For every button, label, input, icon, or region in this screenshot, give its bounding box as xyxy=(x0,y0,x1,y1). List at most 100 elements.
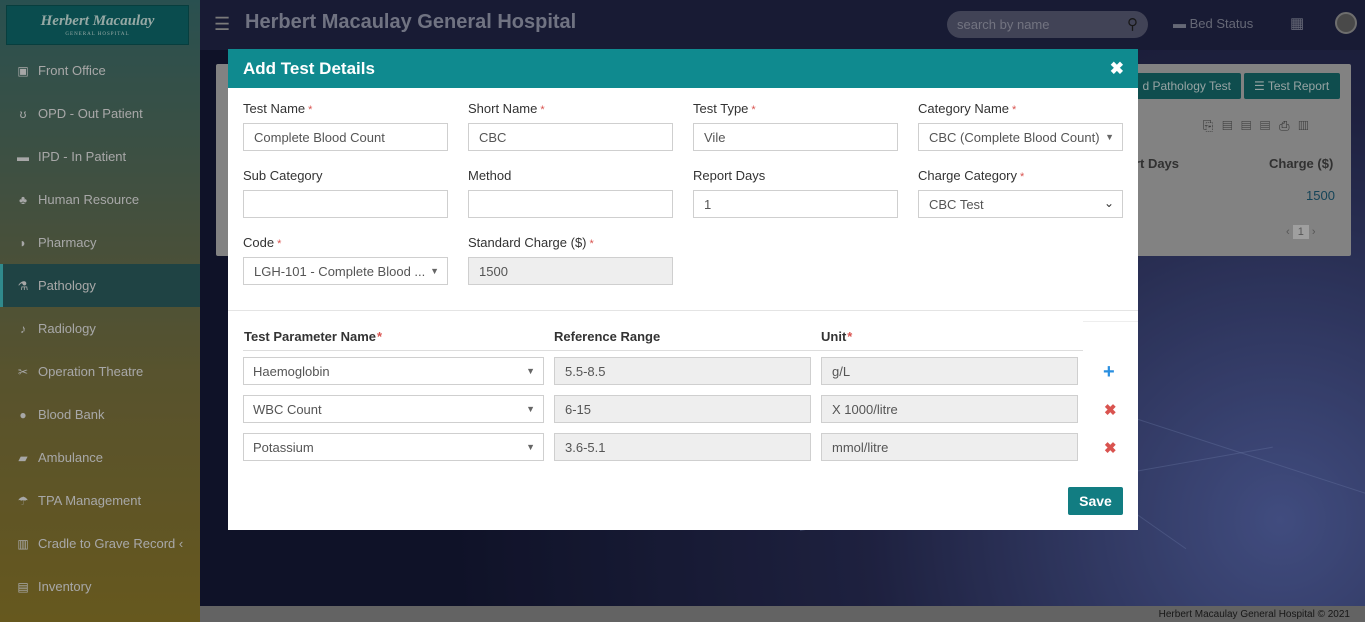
charge-category-label: Charge Category * xyxy=(918,168,1025,183)
unit-header: Unit* xyxy=(821,329,853,344)
test-report-label: Test Report xyxy=(1267,79,1330,93)
sub-category-input[interactable] xyxy=(243,190,448,218)
sidebar-item-tpa-management[interactable]: ☂ TPA Management xyxy=(0,479,200,522)
sidebar-item-opd[interactable]: ʊ OPD - Out Patient xyxy=(0,92,200,135)
bed-icon: ▬ xyxy=(1173,16,1190,31)
avatar[interactable] xyxy=(1335,12,1357,34)
sidebar-item-label: Human Resource xyxy=(38,192,140,207)
param-name-select[interactable]: Haemoglobin ▼ xyxy=(243,357,544,385)
remove-icon[interactable]: ✖ xyxy=(1104,402,1117,419)
records-icon: ▥ xyxy=(17,536,29,551)
sidebar-item-label: IPD - In Patient xyxy=(38,149,127,164)
param-name-value: Potassium xyxy=(253,440,314,455)
sidebar-item-pathology[interactable]: ⚗ Pathology xyxy=(0,264,200,307)
calendar-icon[interactable]: ▦ xyxy=(1290,15,1305,32)
add-pathology-test-button[interactable]: d Pathology Test xyxy=(1119,73,1241,99)
logo-subtext: GENERAL HOSPITAL xyxy=(65,32,130,37)
sidebar-item-label: Cradle to Grave Record ‹ xyxy=(38,536,184,551)
flask-icon: ⚗ xyxy=(17,278,29,293)
charge-category-value: CBC Test xyxy=(929,197,984,212)
sidebar-item-label: Inventory xyxy=(38,579,92,594)
test-name-label: Test Name * xyxy=(243,101,313,116)
sidebar-item-label: Pharmacy xyxy=(38,235,97,250)
logo-text: Herbert Macaulay xyxy=(40,13,155,29)
column-divider xyxy=(1083,321,1138,322)
sidebar-item-ipd[interactable]: ▬ IPD - In Patient xyxy=(0,135,200,178)
report-days-input[interactable]: 1 xyxy=(693,190,898,218)
sidebar-item-pharmacy[interactable]: ◗ Pharmacy xyxy=(0,221,200,264)
test-name-input[interactable]: Complete Blood Count xyxy=(243,123,448,151)
stethoscope-icon: ʊ xyxy=(19,106,27,121)
bed-status-button[interactable]: ▬ Bed Status xyxy=(1173,16,1253,31)
remove-icon[interactable]: ✖ xyxy=(1104,440,1117,457)
caret-down-icon: ▼ xyxy=(526,404,535,414)
sitemap-icon: ♣ xyxy=(19,192,27,207)
short-name-input[interactable]: CBC xyxy=(468,123,673,151)
modal-header: Add Test Details ✖ xyxy=(228,49,1138,88)
method-input[interactable] xyxy=(468,190,673,218)
sidebar-item-label: TPA Management xyxy=(38,493,142,508)
footer-text: Herbert Macaulay General Hospital © 2021 xyxy=(1158,609,1350,620)
column-report-days[interactable]: ort Days xyxy=(1127,156,1180,171)
test-type-input[interactable]: Vile xyxy=(693,123,898,151)
param-name-select[interactable]: Potassium ▼ xyxy=(243,433,544,461)
search-placeholder: search by name xyxy=(957,17,1050,32)
section-divider xyxy=(228,310,1138,311)
export-icons[interactable]: ⎘▤▤▤⎙▥ xyxy=(1203,118,1318,133)
caret-down-icon: ▼ xyxy=(526,442,535,452)
category-name-select[interactable]: CBC (Complete Blood Count) ▼ xyxy=(918,123,1123,151)
microscope-icon: ♪ xyxy=(20,321,26,336)
reference-range-input: 6-15 xyxy=(554,395,811,423)
sidebar-item-label: Pathology xyxy=(38,278,96,293)
page-number[interactable]: 1 xyxy=(1292,225,1309,239)
short-name-label: Short Name * xyxy=(468,101,545,116)
sidebar-item-radiology[interactable]: ♪ Radiology xyxy=(0,307,200,350)
sub-category-label: Sub Category xyxy=(243,168,323,183)
standard-charge-label: Standard Charge ($) * xyxy=(468,235,594,250)
param-name-select[interactable]: WBC Count ▼ xyxy=(243,395,544,423)
charge-cell: 1500 xyxy=(1306,188,1335,203)
sidebar-item-cradle-to-grave[interactable]: ▥ Cradle to Grave Record ‹ xyxy=(0,522,200,565)
charge-category-select[interactable]: CBC Test ⌄ xyxy=(918,190,1123,218)
sidebar-item-blood-bank[interactable]: ● Blood Bank xyxy=(0,393,200,436)
column-charge[interactable]: Charge ($) xyxy=(1269,156,1334,171)
desk-icon: ▣ xyxy=(17,63,29,78)
table-header-line xyxy=(243,350,1083,351)
save-button[interactable]: Save xyxy=(1068,487,1123,515)
plus-icon[interactable]: + xyxy=(1103,361,1115,383)
sidebar-item-inventory[interactable]: ▤ Inventory xyxy=(0,565,200,608)
test-report-button[interactable]: ☰ Test Report xyxy=(1244,73,1340,99)
add-test-modal: Add Test Details ✖ Test Name * Complete B… xyxy=(228,49,1138,530)
caret-down-icon: ▼ xyxy=(430,266,439,276)
param-name-value: Haemoglobin xyxy=(253,364,330,379)
sidebar-item-human-resource[interactable]: ♣ Human Resource xyxy=(0,178,200,221)
test-type-label: Test Type * xyxy=(693,101,756,116)
code-value: LGH-101 - Complete Blood ... xyxy=(254,264,426,279)
mortar-icon: ◗ xyxy=(19,235,27,250)
code-select[interactable]: LGH-101 - Complete Blood ... ▼ xyxy=(243,257,448,285)
hospital-logo[interactable]: Herbert Macaulay GENERAL HOSPITAL xyxy=(6,5,189,45)
scissors-icon: ✂ xyxy=(17,364,29,379)
category-name-label: Category Name * xyxy=(918,101,1017,116)
pagination[interactable]: ‹ 1 › xyxy=(1286,225,1316,239)
unit-input: X 1000/litre xyxy=(821,395,1078,423)
sidebar: Herbert Macaulay GENERAL HOSPITAL ▣ Front… xyxy=(0,0,200,622)
sidebar-item-operation-theatre[interactable]: ✂ Operation Theatre xyxy=(0,350,200,393)
search-input[interactable]: search by name ⚲ xyxy=(947,11,1148,38)
bed-icon: ▬ xyxy=(17,149,29,164)
chevron-down-icon: ⌄ xyxy=(1103,196,1114,210)
sidebar-item-label: Ambulance xyxy=(38,450,104,465)
param-name-value: WBC Count xyxy=(253,402,322,417)
param-name-header: Test Parameter Name* xyxy=(244,329,383,344)
search-icon[interactable]: ⚲ xyxy=(1127,16,1138,33)
sidebar-item-label: Front Office xyxy=(38,63,106,78)
page-title: Herbert Macaulay General Hospital xyxy=(245,11,577,33)
sidebar-item-ambulance[interactable]: ▰ Ambulance xyxy=(0,436,200,479)
caret-down-icon: ▼ xyxy=(1105,132,1114,142)
close-icon[interactable]: ✖ xyxy=(1109,59,1124,78)
standard-charge-input: 1500 xyxy=(468,257,673,285)
menu-toggle-icon[interactable]: ☰ xyxy=(214,14,231,34)
modal-title: Add Test Details xyxy=(243,59,375,78)
tint-icon: ● xyxy=(19,407,27,422)
sidebar-item-front-office[interactable]: ▣ Front Office xyxy=(0,49,200,92)
